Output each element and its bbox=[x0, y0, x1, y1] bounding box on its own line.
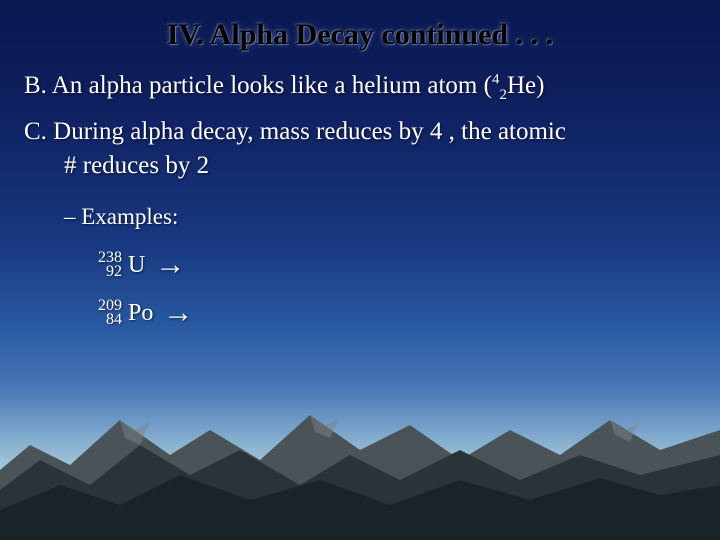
nuclide-polonium: 209 84 Po bbox=[98, 299, 153, 328]
po-atomic: 84 bbox=[106, 313, 122, 327]
example-1: 238 92 U → bbox=[98, 248, 696, 282]
nuclide-uranium: 238 92 U bbox=[98, 251, 145, 280]
mountain-background bbox=[0, 360, 720, 540]
arrow-1: → bbox=[155, 248, 185, 282]
point-c-line2: # reduces by 2 bbox=[64, 152, 696, 180]
slide-content: IV. Alpha Decay continued . . . B. An al… bbox=[0, 0, 720, 348]
point-b-prefix: B. An alpha particle looks like a helium… bbox=[24, 72, 492, 99]
arrow-2: → bbox=[163, 296, 193, 330]
slide-title: IV. Alpha Decay continued . . . bbox=[24, 18, 696, 52]
helium-symbol: He bbox=[507, 72, 536, 99]
u-symbol: U bbox=[128, 252, 145, 279]
po-symbol: Po bbox=[128, 300, 153, 327]
examples-label: – Examples: bbox=[64, 204, 696, 230]
example-2: 209 84 Po → bbox=[98, 296, 696, 330]
u-atomic: 92 bbox=[106, 265, 122, 279]
point-b-suffix: ) bbox=[536, 72, 544, 99]
point-c-line1: C. During alpha decay, mass reduces by 4… bbox=[24, 118, 696, 146]
helium-mass: 4 bbox=[492, 72, 500, 88]
point-b: B. An alpha particle looks like a helium… bbox=[24, 72, 696, 100]
helium-atomic: 2 bbox=[499, 87, 507, 103]
